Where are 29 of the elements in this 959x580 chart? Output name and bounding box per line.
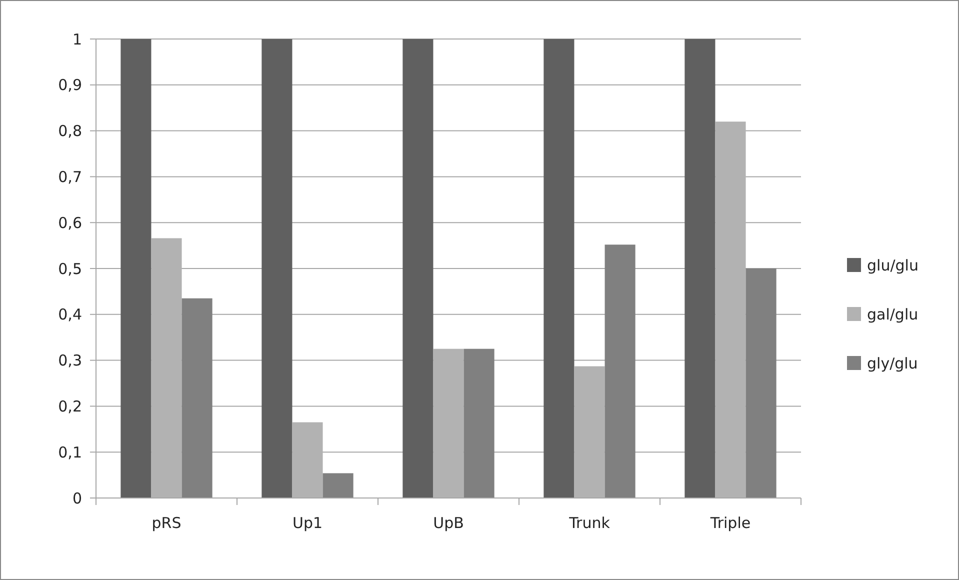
- legend-label: gal/glu: [867, 305, 918, 324]
- y-tick-label: 0: [72, 489, 82, 508]
- x-tick-label: UpB: [433, 514, 464, 532]
- y-tick-label: 0,1: [58, 443, 82, 462]
- legend-label: glu/glu: [867, 256, 918, 274]
- x-tick-label: Triple: [709, 514, 751, 532]
- x-tick-label: Trunk: [568, 514, 610, 532]
- bar: [604, 244, 636, 498]
- bar: [182, 298, 212, 498]
- bar: [262, 39, 292, 498]
- bar: [322, 473, 354, 498]
- y-tick-label: 0,8: [58, 122, 82, 140]
- bar: [746, 268, 776, 498]
- y-tick-label: 0,3: [58, 352, 82, 370]
- bar: [684, 39, 716, 498]
- bar: [464, 348, 494, 498]
- y-tick-label: 0,4: [58, 306, 82, 324]
- y-tick-label: 0,7: [58, 168, 82, 186]
- bar: [120, 39, 152, 498]
- y-tick-label: 0,2: [58, 397, 82, 416]
- y-tick-label: 0,6: [58, 214, 82, 232]
- y-tick-label: 1: [72, 30, 82, 48]
- y-tick-label: 0,5: [58, 260, 82, 278]
- bar: [544, 39, 574, 498]
- x-tick-label: Up1: [292, 514, 323, 532]
- y-tick-label: 0,9: [58, 76, 82, 94]
- bar: [402, 39, 434, 498]
- legend-label: gly/glu: [867, 354, 918, 372]
- x-tick-label: pRS: [152, 514, 182, 532]
